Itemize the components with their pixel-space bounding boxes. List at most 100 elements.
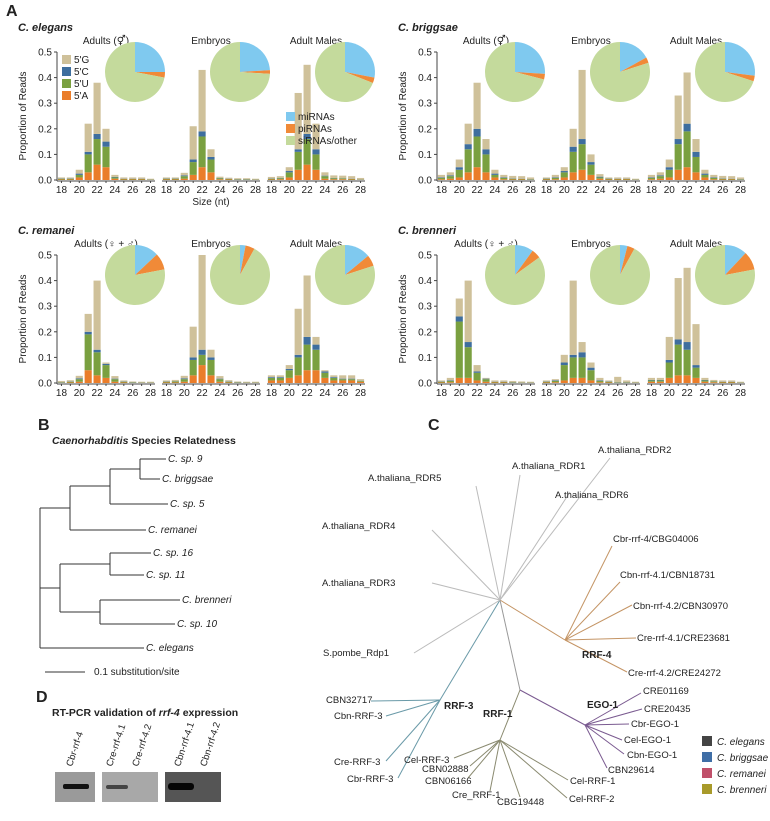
bar-segment <box>570 357 577 377</box>
y-tick-label: 0.5 <box>418 251 432 262</box>
bar-segment <box>701 174 708 175</box>
bar-segment <box>199 365 206 383</box>
x-tick-label: 24 <box>594 185 606 196</box>
bar-segment <box>701 170 708 174</box>
pie-slice <box>135 42 165 72</box>
bar-segment <box>552 380 559 381</box>
legend-swatch <box>702 752 712 762</box>
gels <box>55 772 221 802</box>
bar-segment <box>623 179 630 180</box>
bar-segment <box>85 334 92 370</box>
y-tick-label: 0.2 <box>418 124 432 135</box>
bar-segment <box>85 314 92 332</box>
pie-slice <box>240 42 270 72</box>
bar-segment <box>456 167 463 170</box>
legend-label: 5'G <box>74 55 89 66</box>
bar-segment <box>102 167 109 180</box>
bar-segment <box>596 380 603 381</box>
bar-segment <box>312 345 319 350</box>
y-tick-label: 0.3 <box>38 302 52 313</box>
bar-segment <box>456 170 463 178</box>
bar-segment <box>438 175 445 178</box>
bar-segment <box>147 382 154 383</box>
legend-swatch <box>702 784 712 794</box>
bar-segment <box>701 175 708 178</box>
bar-segment <box>570 378 577 383</box>
bar-segment <box>710 177 717 178</box>
bar-segment <box>465 378 472 383</box>
x-tick-label: 24 <box>489 388 501 399</box>
bar-segment <box>561 365 568 380</box>
bar-segment <box>181 378 188 379</box>
bar-segment <box>579 357 586 377</box>
x-tick-label: 24 <box>319 388 331 399</box>
bar-segment <box>666 167 673 170</box>
bar-segment <box>552 382 559 383</box>
branch <box>500 458 610 600</box>
x-tick-label: 20 <box>74 388 86 399</box>
bar-segment <box>648 380 655 381</box>
bar-segment <box>339 379 346 380</box>
branch <box>585 724 629 725</box>
bar-segment <box>675 278 682 339</box>
bar-segment <box>225 179 232 180</box>
bar-segment <box>657 380 664 381</box>
bar-segment <box>561 177 568 180</box>
bar-segment <box>252 179 259 180</box>
bar-segment <box>120 380 127 381</box>
y-tick-label: 0.4 <box>38 73 52 84</box>
bar-segment <box>692 378 699 383</box>
bar-segment <box>552 177 559 178</box>
bar-segment <box>728 382 735 383</box>
y-axis-label: Proportion of Reads <box>398 72 409 161</box>
bar-segment <box>710 380 717 381</box>
legend-label: 5'C <box>74 67 89 78</box>
bar-segment <box>58 177 65 178</box>
panel-label: D <box>36 689 48 706</box>
leaf-label: C. brenneri <box>182 595 232 606</box>
leaf-label: CRE20435 <box>644 704 690 715</box>
bar-segment <box>614 179 621 180</box>
bar-segment <box>312 350 319 370</box>
bar-segment <box>447 176 454 179</box>
bar-segment <box>76 175 83 178</box>
bar-segment <box>447 380 454 381</box>
bar-segment <box>94 281 101 350</box>
bar-segment <box>701 382 708 383</box>
bar-segment <box>543 179 550 180</box>
leaf-label: A.thaliana_RDR6 <box>555 490 628 501</box>
bar-segment <box>163 382 170 383</box>
bar-segment <box>666 378 673 383</box>
bar-segment <box>570 129 577 147</box>
x-axis-label: Size (nt) <box>192 197 229 208</box>
bar-segment <box>207 375 214 383</box>
x-tick-label: 22 <box>302 185 314 196</box>
x-tick-label: 20 <box>454 185 466 196</box>
bar-segment <box>330 175 337 178</box>
bar-segment <box>527 382 534 383</box>
bar-segment <box>465 342 472 347</box>
bar-segment <box>295 152 302 170</box>
bar-segment <box>518 179 525 180</box>
bar-segment <box>456 316 463 321</box>
bar-segment <box>172 179 179 180</box>
x-tick-label: 28 <box>355 388 367 399</box>
bar-segment <box>438 177 445 178</box>
branch <box>565 638 636 640</box>
leaf-label: C. sp. 16 <box>153 548 193 559</box>
bar-segment <box>181 382 188 383</box>
bar-segment <box>491 177 498 180</box>
bar-segment <box>339 375 346 378</box>
bar-segment <box>76 170 83 174</box>
bar-segment <box>207 350 214 358</box>
bar-segment <box>675 144 682 170</box>
bar-segment <box>330 375 337 377</box>
pie-slice <box>345 42 375 78</box>
x-tick-label: 26 <box>717 185 729 196</box>
bar-segment <box>330 380 337 383</box>
bar-segment <box>295 357 302 375</box>
bar-segment <box>138 179 145 180</box>
bar-segment <box>243 382 250 383</box>
x-tick-label: 20 <box>664 185 676 196</box>
legend-label: C. brenneri <box>717 785 767 796</box>
